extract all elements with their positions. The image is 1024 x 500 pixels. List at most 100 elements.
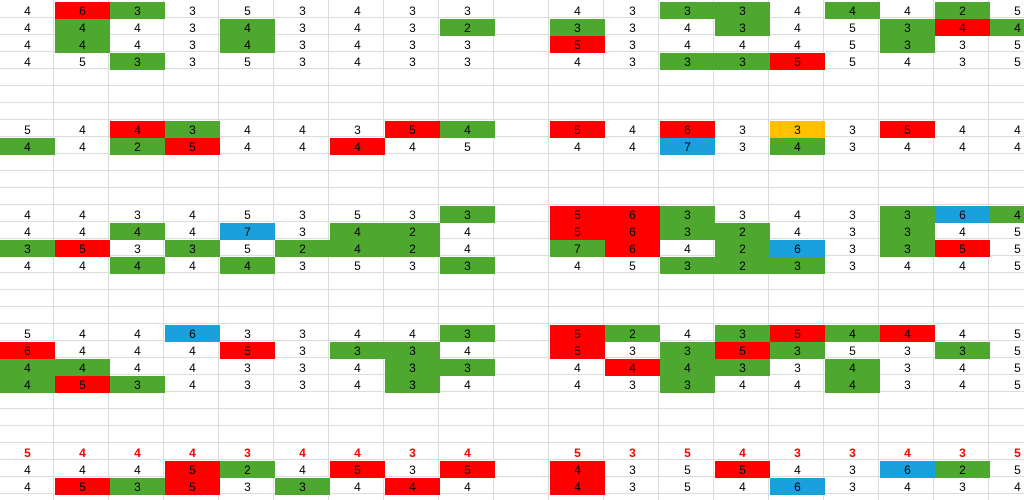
grid-cell[interactable]: 4 bbox=[794, 462, 801, 477]
grid-cell[interactable]: 4 bbox=[629, 122, 636, 137]
grid-cell[interactable]: 4 bbox=[189, 360, 196, 375]
grid-cell[interactable]: 3 bbox=[849, 479, 856, 494]
grid-cell[interactable]: 5 bbox=[1014, 326, 1021, 341]
grid-cell[interactable]: 3 bbox=[409, 445, 416, 460]
grid-cell[interactable]: 3 bbox=[299, 326, 306, 341]
grid-cell[interactable]: 2 bbox=[715, 223, 770, 240]
grid-cell[interactable]: 5 bbox=[550, 325, 605, 342]
grid-cell[interactable]: 4 bbox=[1014, 479, 1021, 494]
grid-cell[interactable]: 6 bbox=[605, 206, 660, 223]
grid-cell[interactable]: 3 bbox=[299, 224, 306, 239]
grid-cell[interactable]: 3 bbox=[189, 54, 196, 69]
grid-cell[interactable]: 4 bbox=[330, 223, 385, 240]
grid-cell[interactable]: 3 bbox=[739, 122, 746, 137]
grid-cell[interactable]: 3 bbox=[110, 2, 165, 19]
grid-cell[interactable]: 3 bbox=[935, 342, 990, 359]
grid-cell[interactable]: 4 bbox=[825, 359, 880, 376]
grid-cell[interactable]: 3 bbox=[880, 240, 935, 257]
grid-cell[interactable]: 6 bbox=[660, 121, 715, 138]
grid-cell[interactable]: 3 bbox=[849, 207, 856, 222]
grid-cell[interactable]: 4 bbox=[409, 326, 416, 341]
grid-cell[interactable]: 3 bbox=[299, 54, 306, 69]
grid-cell[interactable]: 5 bbox=[1014, 258, 1021, 273]
grid-cell[interactable]: 5 bbox=[849, 343, 856, 358]
grid-cell[interactable]: 4 bbox=[794, 3, 801, 18]
grid-cell[interactable]: 4 bbox=[189, 343, 196, 358]
grid-cell[interactable]: 4 bbox=[464, 445, 471, 460]
grid-cell[interactable]: 3 bbox=[409, 462, 416, 477]
grid-cell[interactable]: 4 bbox=[354, 3, 361, 18]
grid-cell[interactable]: 4 bbox=[134, 445, 141, 460]
grid-cell[interactable]: 4 bbox=[24, 20, 31, 35]
grid-cell[interactable]: 4 bbox=[660, 359, 715, 376]
grid-cell[interactable]: 4 bbox=[574, 3, 581, 18]
grid-cell[interactable]: 4 bbox=[354, 20, 361, 35]
grid-cell[interactable]: 4 bbox=[959, 258, 966, 273]
grid-cell[interactable]: 5 bbox=[55, 240, 110, 257]
grid-cell[interactable]: 4 bbox=[574, 258, 581, 273]
grid-cell[interactable]: 5 bbox=[770, 53, 825, 70]
grid-cell[interactable]: 4 bbox=[464, 377, 471, 392]
grid-cell[interactable]: 3 bbox=[189, 3, 196, 18]
grid-cell[interactable]: 4 bbox=[55, 359, 110, 376]
grid-cell[interactable]: 3 bbox=[134, 207, 141, 222]
grid-cell[interactable]: 2 bbox=[385, 223, 440, 240]
grid-cell[interactable]: 4 bbox=[904, 3, 911, 18]
grid-cell[interactable]: 4 bbox=[299, 139, 306, 154]
grid-cell[interactable]: 5 bbox=[684, 462, 691, 477]
grid-cell[interactable]: 4 bbox=[739, 479, 746, 494]
grid-cell[interactable]: 3 bbox=[385, 376, 440, 393]
grid-cell[interactable]: 4 bbox=[354, 326, 361, 341]
grid-cell[interactable]: 4 bbox=[825, 376, 880, 393]
grid-cell[interactable]: 6 bbox=[165, 325, 220, 342]
grid-cell[interactable]: 5 bbox=[55, 478, 110, 495]
grid-cell[interactable]: 3 bbox=[849, 445, 856, 460]
grid-cell[interactable]: 5 bbox=[550, 121, 605, 138]
grid-cell[interactable]: 4 bbox=[959, 377, 966, 392]
grid-cell[interactable]: 5 bbox=[165, 138, 220, 155]
grid-cell[interactable]: 4 bbox=[959, 122, 966, 137]
grid-cell[interactable]: 4 bbox=[684, 326, 691, 341]
grid-cell[interactable]: 5 bbox=[550, 223, 605, 240]
grid-cell[interactable]: 5 bbox=[849, 37, 856, 52]
grid-cell[interactable]: 5 bbox=[354, 258, 361, 273]
grid-cell[interactable]: 5 bbox=[715, 461, 770, 478]
grid-cell[interactable]: 5 bbox=[880, 121, 935, 138]
grid-cell[interactable]: 4 bbox=[0, 359, 55, 376]
grid-cell[interactable]: 5 bbox=[330, 461, 385, 478]
grid-cell[interactable]: 3 bbox=[629, 479, 636, 494]
grid-cell[interactable]: 3 bbox=[299, 377, 306, 392]
grid-cell[interactable]: 4 bbox=[464, 224, 471, 239]
grid-cell[interactable]: 5 bbox=[1014, 3, 1021, 18]
grid-cell[interactable]: 4 bbox=[189, 224, 196, 239]
grid-cell[interactable]: 3 bbox=[244, 445, 251, 460]
grid-cell[interactable]: 4 bbox=[739, 37, 746, 52]
grid-cell[interactable]: 3 bbox=[299, 360, 306, 375]
grid-cell[interactable]: 3 bbox=[629, 3, 636, 18]
grid-cell[interactable]: 4 bbox=[990, 206, 1024, 223]
grid-cell[interactable]: 4 bbox=[825, 325, 880, 342]
grid-cell[interactable]: 3 bbox=[739, 207, 746, 222]
grid-cell[interactable]: 3 bbox=[794, 445, 801, 460]
grid-cell[interactable]: 3 bbox=[385, 342, 440, 359]
grid-cell[interactable]: 3 bbox=[409, 207, 416, 222]
grid-cell[interactable]: 3 bbox=[165, 240, 220, 257]
grid-cell[interactable]: 3 bbox=[660, 53, 715, 70]
grid-cell[interactable]: 3 bbox=[244, 326, 251, 341]
grid-cell[interactable]: 4 bbox=[354, 377, 361, 392]
grid-cell[interactable]: 5 bbox=[1014, 37, 1021, 52]
grid-cell[interactable]: 4 bbox=[464, 241, 471, 256]
grid-cell[interactable]: 4 bbox=[55, 19, 110, 36]
grid-cell[interactable]: 4 bbox=[440, 121, 495, 138]
grid-cell[interactable]: 4 bbox=[354, 445, 361, 460]
grid-cell[interactable]: 3 bbox=[299, 3, 306, 18]
grid-cell[interactable]: 4 bbox=[134, 360, 141, 375]
grid-cell[interactable]: 3 bbox=[409, 54, 416, 69]
grid-cell[interactable]: 5 bbox=[1014, 360, 1021, 375]
grid-cell[interactable]: 5 bbox=[1014, 224, 1021, 239]
grid-cell[interactable]: 5 bbox=[24, 445, 31, 460]
grid-cell[interactable]: 3 bbox=[165, 121, 220, 138]
grid-cell[interactable]: 6 bbox=[770, 240, 825, 257]
grid-cell[interactable]: 5 bbox=[1014, 445, 1021, 460]
grid-cell[interactable]: 3 bbox=[189, 37, 196, 52]
